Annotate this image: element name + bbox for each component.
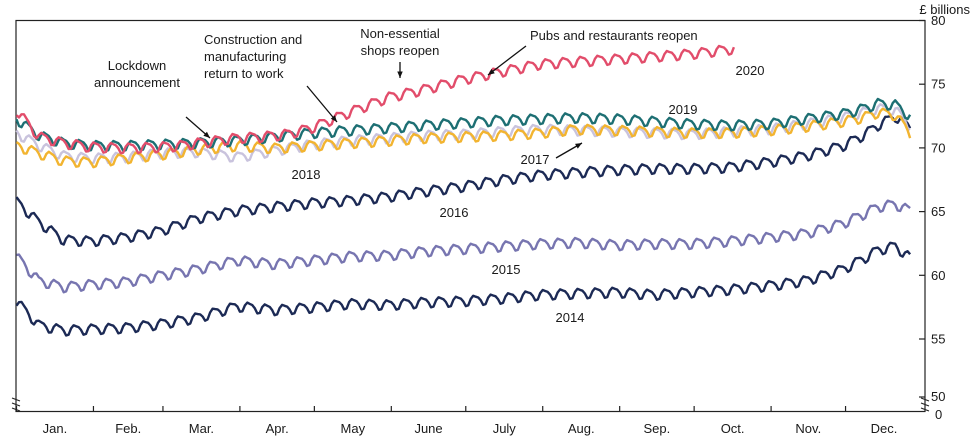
plot-frame <box>15 19 926 413</box>
x-tick-label: Feb. <box>115 421 141 436</box>
annotation-arrow-3 <box>397 62 403 78</box>
y-axis: 55 60 65 70 75 80 50 0 <box>919 13 945 422</box>
x-tick-label: Nov. <box>795 421 821 436</box>
y-tick-label: 65 <box>931 204 945 219</box>
annotation-1: Lockdown announcement <box>94 58 180 90</box>
series-label-2015: 2015 <box>492 262 521 277</box>
y-tick-label: 60 <box>931 268 945 283</box>
x-tick-label: Sep. <box>644 421 671 436</box>
annotation-arrow-1 <box>185 116 211 139</box>
series-line-2015 <box>16 199 911 294</box>
series-labels: 2014 2015 2016 2017 2018 2019 2020 <box>292 63 765 325</box>
y-axis-label: £ billions <box>919 2 970 17</box>
annotation-4: Pubs and restaurants reopen <box>530 28 698 43</box>
y-tick-label: 75 <box>931 77 945 92</box>
x-axis: Jan. Feb. Mar. Apr. May June July Aug. Sep. Oct. N… <box>15 406 898 436</box>
series-line-2017 <box>15 107 912 169</box>
annotation-3: Non-essential shops reopen <box>360 26 440 58</box>
series-line-2016 <box>15 115 912 248</box>
annotation-arrow-2 <box>306 85 338 123</box>
series-line-2020 <box>15 44 736 155</box>
y-tick-label: 55 <box>931 332 945 347</box>
y-tick-label: 50 <box>931 389 945 404</box>
series-line-2014 <box>15 241 912 337</box>
x-tick-label: Dec. <box>871 421 898 436</box>
series-label-2017: 2017 <box>521 152 550 167</box>
x-tick-label: Jan. <box>43 421 68 436</box>
series-line-2019 <box>15 97 912 153</box>
y-tick-label: 80 <box>931 13 945 28</box>
x-tick-label: May <box>341 421 366 436</box>
series-label-2020: 2020 <box>736 63 765 78</box>
axis-break-marks <box>11 397 930 412</box>
annotation-2: Construction and manufacturing return to w… <box>204 32 302 81</box>
series-label-2016: 2016 <box>440 205 469 220</box>
annotation-arrow-4 <box>487 45 527 76</box>
series-lines <box>15 44 912 337</box>
series-label-2017-arrow <box>555 142 583 159</box>
x-tick-label: Aug. <box>568 421 595 436</box>
annotations: Lockdown announcement Construction and manu… <box>94 26 698 159</box>
x-tick-label: June <box>414 421 442 436</box>
series-label-2018: 2018 <box>292 167 321 182</box>
y-tick-label: 0 <box>935 407 942 422</box>
x-tick-label: Mar. <box>189 421 214 436</box>
y-tick-label: 70 <box>931 140 945 155</box>
x-tick-label: Apr. <box>266 421 289 436</box>
x-tick-label: July <box>493 421 517 436</box>
series-label-2019: 2019 <box>669 102 698 117</box>
x-tick-label: Oct. <box>721 421 745 436</box>
series-label-2014: 2014 <box>556 310 585 325</box>
